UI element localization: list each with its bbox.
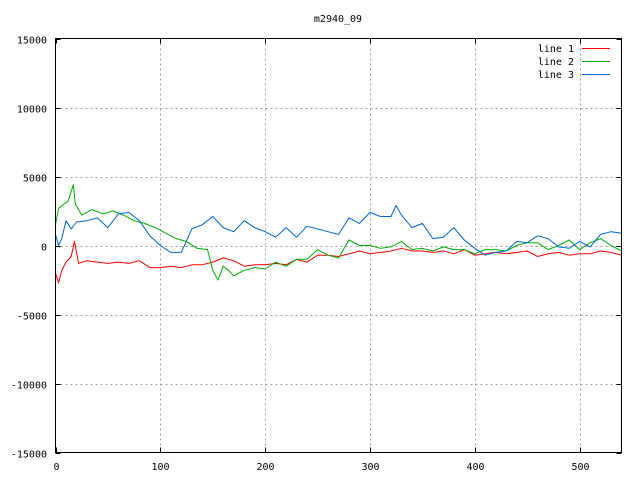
y-tick-label: 10000 (17, 105, 47, 116)
legend-label: line 3 (538, 70, 574, 81)
x-axis-ticks: 0 100 200 300 400 500 (53, 38, 590, 473)
series-line-2 (55, 184, 622, 281)
legend-label: line 2 (538, 57, 574, 68)
series-lines (55, 184, 622, 284)
plot-frame (55, 38, 622, 453)
series-line-3 (55, 205, 622, 256)
y-tick-label: -5000 (17, 312, 47, 323)
x-tick-label: 0 (53, 462, 59, 473)
series-line-1 (55, 240, 622, 284)
legend-label: line 1 (538, 44, 574, 55)
x-tick-label: 100 (151, 462, 169, 473)
y-tick-label: 15000 (17, 36, 47, 47)
y-tick-label: 5000 (23, 174, 47, 185)
legend: line 1 line 2 line 3 (538, 44, 610, 81)
y-axis-ticks: -15000 -10000 -5000 0 5000 10000 15000 (11, 36, 622, 461)
x-tick-label: 200 (256, 462, 274, 473)
y-tick-label: -10000 (11, 381, 47, 392)
x-tick-label: 500 (571, 462, 589, 473)
y-tick-label: 0 (41, 243, 47, 254)
x-tick-label: 400 (466, 462, 484, 473)
grid-lines (55, 38, 622, 453)
x-tick-label: 300 (361, 462, 379, 473)
chart-title: m2940_09 (314, 14, 362, 25)
y-tick-label: -15000 (11, 450, 47, 461)
